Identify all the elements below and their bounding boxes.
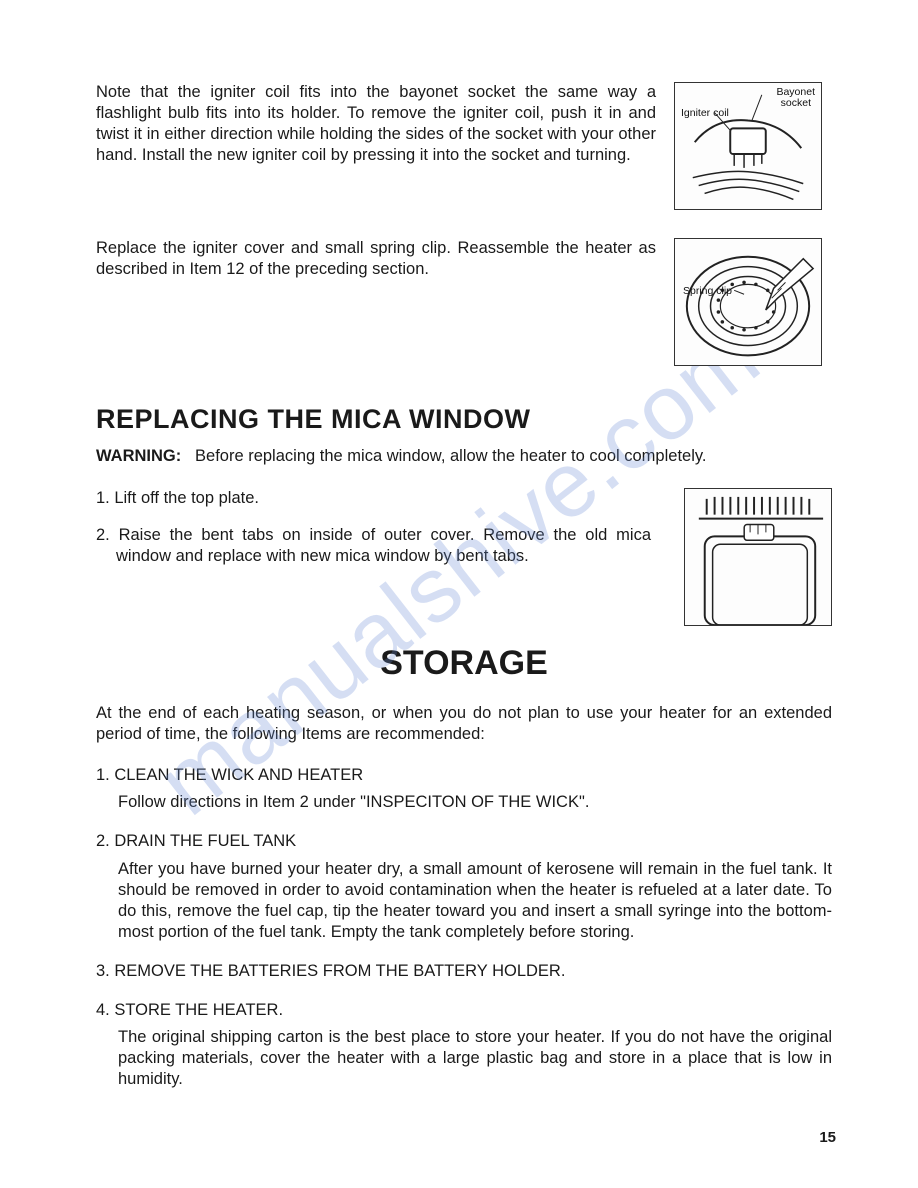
page-number: 15 — [819, 1129, 836, 1146]
row-replace-cover: Replace the igniter cover and small spri… — [96, 238, 832, 366]
storage-item-4-body: The original shipping carton is the best… — [96, 1027, 832, 1090]
fig1-label-socket: socket — [781, 97, 811, 109]
fig1-label-igniter-coil: Igniter coil — [681, 107, 729, 119]
heading-mica-window: REPLACING THE MICA WINDOW — [96, 404, 832, 435]
warning-line: WARNING: Before replacing the mica windo… — [96, 447, 832, 466]
storage-item-1-head: 1. CLEAN THE WICK AND HEATER — [96, 765, 832, 786]
storage-item-2-body: After you have burned your heater dry, a… — [96, 859, 832, 943]
figure-mica-window — [684, 488, 832, 626]
mica-step-1: 1. Lift off the top plate. — [96, 488, 666, 509]
storage-item-2: 2. DRAIN THE FUEL TANK After you have bu… — [96, 831, 832, 943]
storage-item-4: 4. STORE THE HEATER. The original shippi… — [96, 1000, 832, 1090]
heading-storage: STORAGE — [96, 644, 832, 683]
storage-intro: At the end of each heating season, or wh… — [96, 703, 832, 745]
row-mica-steps: 1. Lift off the top plate. 2. Raise the … — [96, 488, 832, 626]
figure-bayonet-socket: Bayonet socket Igniter coil — [674, 82, 822, 210]
mica-step-2: 2. Raise the bent tabs on inside of oute… — [96, 525, 651, 567]
warning-label: WARNING: — [96, 447, 181, 465]
storage-item-2-head: 2. DRAIN THE FUEL TANK — [96, 831, 832, 852]
storage-item-3-head: 3. REMOVE THE BATTERIES FROM THE BATTERY… — [96, 961, 832, 982]
fig2-label-spring-clip: Spring clip — [683, 285, 732, 297]
para-igniter-note: Note that the igniter coil fits into the… — [96, 82, 656, 166]
row-igniter-note: Note that the igniter coil fits into the… — [96, 82, 832, 210]
warning-text: Before replacing the mica window, allow … — [195, 447, 706, 465]
storage-item-3: 3. REMOVE THE BATTERIES FROM THE BATTERY… — [96, 961, 832, 982]
storage-item-1-body: Follow directions in Item 2 under "INSPE… — [96, 792, 832, 813]
para-replace-cover: Replace the igniter cover and small spri… — [96, 238, 656, 280]
storage-item-1: 1. CLEAN THE WICK AND HEATER Follow dire… — [96, 765, 832, 813]
figure-spring-clip: Spring clip — [674, 238, 822, 366]
storage-item-4-head: 4. STORE THE HEATER. — [96, 1000, 832, 1021]
